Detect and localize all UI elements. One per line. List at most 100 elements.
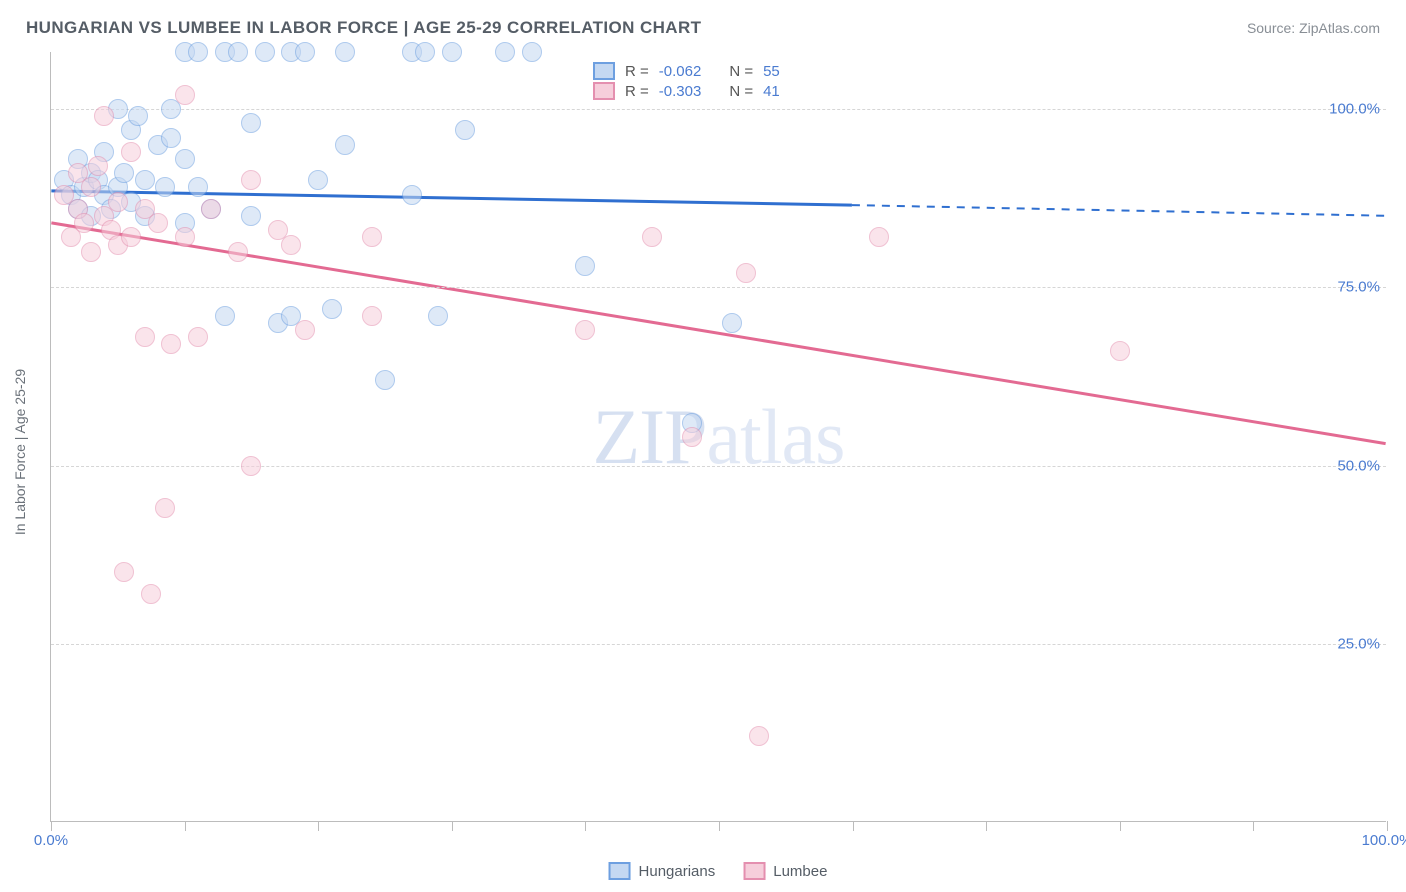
series-legend: Hungarians Lumbee xyxy=(609,862,828,880)
data-point xyxy=(121,142,141,162)
legend-row: R = -0.062 N = 55 xyxy=(593,62,780,80)
data-point xyxy=(295,42,315,62)
data-point xyxy=(335,42,355,62)
data-point xyxy=(722,313,742,333)
data-point xyxy=(241,170,261,190)
x-tick xyxy=(1387,821,1388,831)
data-point xyxy=(241,113,261,133)
correlation-legend: R = -0.062 N = 55 R = -0.303 N = 41 xyxy=(587,58,786,104)
watermark: ZIPatlas xyxy=(593,392,845,482)
x-tick xyxy=(853,821,854,831)
r-label: R = xyxy=(625,83,649,100)
data-point xyxy=(402,185,422,205)
chart-container: In Labor Force | Age 25-29 ZIPatlas R =-… xyxy=(50,52,1386,852)
data-point xyxy=(495,42,515,62)
data-point xyxy=(228,242,248,262)
x-tick xyxy=(51,821,52,831)
data-point xyxy=(322,299,342,319)
data-point xyxy=(749,726,769,746)
data-point xyxy=(522,42,542,62)
legend-swatch xyxy=(593,62,615,80)
x-tick xyxy=(986,821,987,831)
data-point xyxy=(575,320,595,340)
r-value: -0.062 xyxy=(659,63,702,80)
data-point xyxy=(295,320,315,340)
data-point xyxy=(362,306,382,326)
data-point xyxy=(308,170,328,190)
data-point xyxy=(161,334,181,354)
legend-item: Hungarians xyxy=(609,862,716,880)
data-point xyxy=(255,42,275,62)
data-point xyxy=(128,106,148,126)
data-point xyxy=(155,498,175,518)
legend-swatch xyxy=(593,82,615,100)
data-point xyxy=(161,128,181,148)
data-point xyxy=(575,256,595,276)
data-point xyxy=(281,235,301,255)
gridline xyxy=(51,109,1386,110)
x-tick xyxy=(1120,821,1121,831)
data-point xyxy=(241,206,261,226)
data-point xyxy=(188,42,208,62)
data-point xyxy=(114,562,134,582)
legend-label: Lumbee xyxy=(773,863,827,880)
gridline xyxy=(51,287,1386,288)
data-point xyxy=(415,42,435,62)
data-point xyxy=(642,227,662,247)
n-label: N = xyxy=(729,63,753,80)
data-point xyxy=(1110,341,1130,361)
data-point xyxy=(74,213,94,233)
y-tick-label: 25.0% xyxy=(1333,635,1380,652)
data-point xyxy=(188,177,208,197)
gridline xyxy=(51,644,1386,645)
y-tick-label: 50.0% xyxy=(1333,457,1380,474)
x-tick-label: 0.0% xyxy=(34,832,68,849)
legend-row: R = -0.303 N = 41 xyxy=(593,82,780,100)
data-point xyxy=(682,427,702,447)
data-point xyxy=(135,327,155,347)
n-label: N = xyxy=(729,83,753,100)
data-point xyxy=(442,42,462,62)
source-label: Source: ZipAtlas.com xyxy=(1247,20,1380,36)
legend-swatch xyxy=(743,862,765,880)
trend-lines xyxy=(51,52,1386,821)
data-point xyxy=(108,192,128,212)
chart-title: HUNGARIAN VS LUMBEE IN LABOR FORCE | AGE… xyxy=(26,18,701,38)
legend-item: Lumbee xyxy=(743,862,827,880)
data-point xyxy=(362,227,382,247)
data-point xyxy=(114,163,134,183)
data-point xyxy=(175,227,195,247)
data-point xyxy=(455,120,475,140)
y-axis-label: In Labor Force | Age 25-29 xyxy=(12,369,28,535)
y-tick-label: 75.0% xyxy=(1333,279,1380,296)
data-point xyxy=(155,177,175,197)
data-point xyxy=(228,42,248,62)
x-tick xyxy=(452,821,453,831)
n-value: 41 xyxy=(763,83,780,100)
x-tick-label: 100.0% xyxy=(1362,832,1406,849)
data-point xyxy=(148,213,168,233)
data-point xyxy=(175,149,195,169)
data-point xyxy=(141,584,161,604)
data-point xyxy=(175,85,195,105)
r-value: -0.303 xyxy=(659,83,702,100)
plot-area: ZIPatlas R = -0.062 N = 55 R = -0.303 N = 41 25… xyxy=(50,52,1386,822)
n-value: 55 xyxy=(763,63,780,80)
data-point xyxy=(81,242,101,262)
data-point xyxy=(88,156,108,176)
legend-label: Hungarians xyxy=(639,863,716,880)
legend-swatch xyxy=(609,862,631,880)
data-point xyxy=(241,456,261,476)
x-tick xyxy=(318,821,319,831)
x-tick xyxy=(1253,821,1254,831)
data-point xyxy=(121,227,141,247)
data-point xyxy=(188,327,208,347)
data-point xyxy=(736,263,756,283)
data-point xyxy=(201,199,221,219)
data-point xyxy=(215,306,235,326)
r-label: R = xyxy=(625,63,649,80)
x-tick xyxy=(719,821,720,831)
data-point xyxy=(94,106,114,126)
x-tick xyxy=(185,821,186,831)
data-point xyxy=(375,370,395,390)
